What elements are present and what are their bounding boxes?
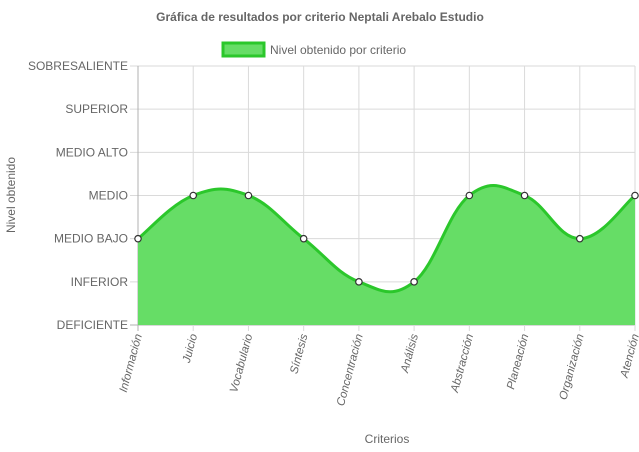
y-axis-label: Nivel obtenido <box>4 157 18 233</box>
data-point-2[interactable] <box>244 191 253 200</box>
x-tick-label: Atención <box>618 333 639 380</box>
data-point-7[interactable] <box>520 191 529 200</box>
data-point-6[interactable] <box>465 191 474 200</box>
x-tick-label: Síntesis <box>288 332 310 375</box>
y-tick-label: MEDIO ALTO <box>56 145 128 159</box>
x-tick-label: Análisis <box>399 332 421 375</box>
data-points <box>134 191 639 286</box>
series-line <box>137 184 636 294</box>
y-tick-label: INFERIOR <box>71 275 129 289</box>
data-point-1[interactable] <box>189 191 198 200</box>
y-tick-label: DEFICIENTE <box>57 318 128 332</box>
legend-label: Nivel obtenido por criterio <box>270 43 406 57</box>
data-point-9[interactable] <box>631 191 639 200</box>
data-point-8[interactable] <box>575 234 584 243</box>
x-tick-label: Planeación <box>505 333 531 391</box>
y-tick-label: MEDIO BAJO <box>54 232 128 246</box>
legend[interactable]: Nivel obtenido por criterio <box>221 41 406 58</box>
x-tick-label: Organización <box>558 333 587 402</box>
data-point-5[interactable] <box>410 278 418 286</box>
data-point-4[interactable] <box>355 278 363 286</box>
legend-swatch <box>221 41 266 58</box>
data-point-3[interactable] <box>299 234 308 243</box>
x-axis-ticks: Información Juicio Vocabulario Síntesis Conc… <box>118 332 639 407</box>
x-tick-label: Vocabulario <box>228 332 255 394</box>
x-tick-label: Juicio <box>181 332 201 365</box>
y-tick-label: SUPERIOR <box>65 102 128 116</box>
x-axis-label: Criterios <box>365 432 410 446</box>
chart-title: Gráfica de resultados por criterio Nepta… <box>156 10 484 24</box>
y-tick-label: SOBRESALIENTE <box>28 59 128 73</box>
y-axis-ticks: DEFICIENTE INFERIOR MEDIO BAJO MEDIO MEDIO A… <box>28 59 128 332</box>
series-area-fill <box>138 185 635 325</box>
x-tick-label: Información <box>118 333 145 394</box>
data-point-0[interactable] <box>134 234 142 243</box>
x-tick-label: Concentración <box>335 333 366 408</box>
x-tick-label: Abstracción <box>449 333 476 395</box>
y-tick-label: MEDIO <box>89 189 128 203</box>
